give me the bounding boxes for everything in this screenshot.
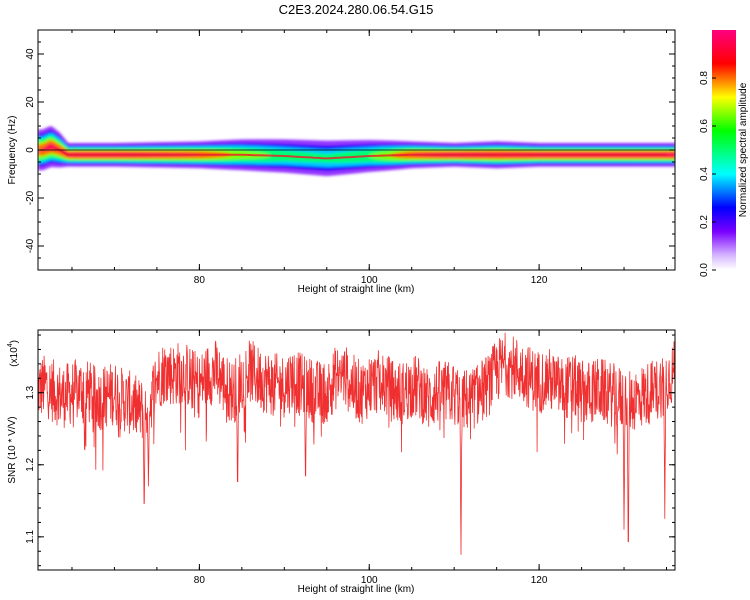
colorbar-label: Normalized spectral amplitude (738, 82, 749, 217)
spectrogram-cell (52, 145, 56, 151)
colorbar-tick-label: 0.0 (699, 263, 710, 277)
spectrogram-cell (46, 145, 50, 151)
snr-y-tick-label: 1.1 (25, 529, 36, 543)
snr-y-axis-title: SNR (10 * V/V) (7, 416, 18, 483)
spectrogram-x-tick-label: 100 (361, 275, 378, 286)
figure-title: C2E3.2024.280.06.54.G15 (279, 2, 434, 17)
spectrogram-ridge-line (54, 147, 667, 160)
snr-panel: 80 100 120 1.1 1.2 1.3 Height of straight li… (7, 329, 676, 595)
colorbar: 0.0 0.2 0.4 0.6 0.8 Normalized spectral ampl… (699, 30, 749, 277)
spectrogram-cell (672, 152, 675, 157)
svg-text:(x104): (x104) (7, 340, 20, 367)
colorbar-ticks: 0.0 0.2 0.4 0.6 0.8 (699, 71, 716, 277)
snr-multiplier-close: ) (9, 340, 20, 343)
snr-x-axis-title: Height of straight line (km) (298, 584, 415, 595)
colorbar-tick-label: 0.2 (699, 215, 710, 229)
colorbar-tick-label: 0.6 (699, 119, 710, 133)
spectrogram-cell (666, 152, 670, 157)
snr-x-tick-label: 80 (194, 575, 206, 586)
spectrogram-x-axis-title: Height of straight line (km) (298, 284, 415, 295)
spectrogram-cell (44, 146, 48, 151)
spectrogram-y-axis-title: Frequency (Hz) (7, 116, 18, 185)
spectrogram-cell (48, 144, 52, 150)
spectrogram-marks (38, 126, 675, 177)
spectrogram-y-ticks: 40 20 0 -20 -40 (25, 29, 675, 271)
spectrogram-y-tick-label: 20 (25, 96, 36, 108)
snr-x-tick-label: 120 (531, 575, 548, 586)
spectrogram-heatmap (38, 126, 675, 177)
snr-series-line (38, 332, 675, 555)
snr-x-ticks: 80 100 120 (71, 330, 668, 586)
colorbar-tick-label: 0.8 (699, 71, 710, 85)
spectrogram-panel: 80 100 120 40 20 0 -20 -40 Height of straight … (7, 29, 676, 295)
snr-y-ticks: 1.1 1.2 1.3 (25, 334, 675, 567)
snr-marks (38, 332, 675, 555)
spectrogram-x-tick-label: 80 (194, 275, 206, 286)
spectrogram-x-ticks: 80 100 120 (71, 30, 668, 286)
snr-multiplier-base: (x10 (9, 347, 20, 367)
spectrogram-cell (668, 152, 672, 157)
snr-y-tick-label: 1.2 (25, 457, 36, 471)
snr-multiplier-exponent: 4 (7, 343, 14, 347)
spectrogram-cell (50, 144, 54, 150)
spectrogram-y-tick-label: -40 (25, 238, 36, 253)
colorbar-tick-label: 0.4 (699, 167, 710, 181)
snr-y-tick-label: 1.3 (25, 385, 36, 399)
snr-y-multiplier: (x104) (7, 340, 20, 367)
spectrogram-y-tick-label: 0 (25, 147, 36, 153)
spectrogram-cell (670, 152, 674, 157)
colorbar-gradient (712, 30, 736, 270)
snr-x-tick-label: 100 (361, 575, 378, 586)
spectrogram-y-tick-label: 40 (25, 48, 36, 60)
spectrogram-y-tick-label: -20 (25, 190, 36, 205)
spectrogram-x-tick-label: 120 (531, 275, 548, 286)
